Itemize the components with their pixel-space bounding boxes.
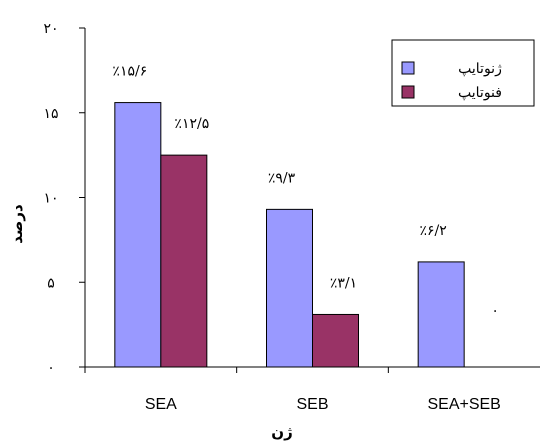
legend: ژنوتایپ فنوتایپ	[391, 39, 535, 107]
bar	[312, 313, 359, 368]
y-axis-title: درصد	[8, 204, 26, 244]
data-label: ٪۹/۳	[268, 170, 296, 186]
x-category-label: SEA+SEB	[427, 396, 500, 413]
legend-swatch-phenotype	[401, 85, 415, 99]
bar	[417, 261, 465, 368]
bar	[114, 102, 162, 368]
legend-label-genotype: ژنوتایپ	[458, 61, 502, 77]
data-label: ٪۱۵/۶	[112, 64, 147, 80]
bar	[160, 154, 208, 368]
y-tick-label: ۱۰	[43, 191, 58, 207]
legend-swatch-genotype	[401, 61, 415, 75]
y-tick-label: ۵	[47, 275, 55, 291]
plot-area: ۰ ۵ ۱۰ ۱۵ ۲۰ SEA ٪۱۵/۶ ٪۱۲/۵ SEB ٪۹/۳ ٪۳/۱ SEA+SEB ٪…	[43, 21, 540, 413]
y-tick-label: ۲۰	[43, 21, 58, 37]
data-label: ۰	[491, 303, 499, 319]
legend-box	[391, 39, 535, 107]
data-label: ٪۶/۲	[420, 223, 447, 239]
x-category-label: SEB	[296, 396, 328, 413]
data-label: ٪۱۲/۵	[174, 116, 209, 132]
bar	[266, 208, 313, 368]
x-category-label: SEA	[145, 396, 177, 413]
y-tick-label: ۱۵	[43, 106, 58, 122]
data-label: ٪۳/۱	[330, 275, 357, 291]
y-tick-label: ۰	[47, 360, 55, 376]
legend-label-phenotype: فنوتایپ	[458, 85, 502, 101]
x-axis-title: ژن	[271, 423, 292, 441]
